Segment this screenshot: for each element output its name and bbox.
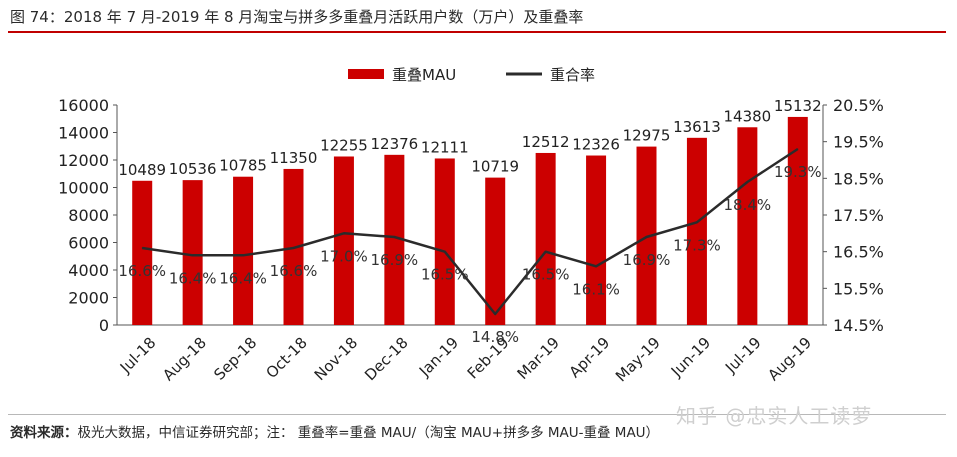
right-axis-tick-label: 14.5%	[833, 316, 884, 335]
bar-value-label: 15132	[774, 97, 822, 115]
legend: 重叠MAU 重合率	[348, 66, 595, 84]
left-axis-tick-label: 2000	[68, 289, 109, 308]
rate-value-label: 14.8%	[471, 328, 519, 346]
watermark: 知乎 @忠实人工读萝	[676, 404, 873, 428]
left-axis-tick-label: 12000	[58, 151, 109, 170]
bar	[384, 154, 405, 325]
rate-value-label: 16.6%	[270, 262, 318, 280]
rate-point	[797, 148, 799, 150]
bar	[686, 137, 707, 325]
bar	[333, 156, 354, 325]
rate-point	[444, 251, 446, 253]
bar-value-label: 13613	[673, 118, 721, 136]
x-axis-tick-label: Apr-19	[566, 334, 614, 382]
rate-point	[595, 265, 597, 267]
rate-point	[646, 236, 647, 238]
rate-value-label: 16.6%	[118, 262, 166, 280]
legend-bar-label: 重叠MAU	[392, 66, 456, 84]
left-axis-tick-label: 14000	[58, 124, 109, 143]
chart-title: 图 74：2018 年 7 月-2019 年 8 月淘宝与拼多多重叠月活跃用户数…	[10, 8, 584, 26]
source-text: 极光大数据，中信证券研究部；注： 重叠率=重叠 MAU/（淘宝 MAU+拼多多 …	[77, 425, 660, 441]
bar-value-label: 12111	[421, 138, 469, 156]
rate-value-label: 16.4%	[219, 269, 267, 287]
x-axis-tick-label: Sep-18	[210, 334, 260, 384]
rate-point	[696, 221, 698, 223]
rate-value-label: 16.1%	[572, 280, 620, 298]
rate-value-label: 19.3%	[774, 163, 822, 181]
left-axis-tick-label: 0	[99, 316, 109, 335]
right-axis-tick-label: 18.5%	[833, 169, 884, 188]
source-label: 资料来源：	[10, 425, 78, 441]
x-axis-tick-label: Oct-18	[262, 334, 310, 382]
left-axis-tick-label: 16000	[58, 96, 109, 115]
bar-value-label: 11350	[270, 149, 318, 167]
bar	[132, 180, 153, 325]
x-axis-tick-label: Jun-19	[667, 334, 714, 381]
rate-value-label: 16.9%	[623, 251, 671, 269]
bar-value-label: 12376	[370, 135, 418, 153]
rate-point	[545, 251, 547, 253]
rate-value-label: 17.3%	[673, 236, 721, 254]
x-axis-tick-label: Mar-19	[514, 334, 563, 383]
rate-value-label: 16.4%	[169, 269, 217, 287]
bar-value-label: 10489	[118, 161, 166, 179]
rate-point	[242, 254, 244, 256]
left-axis-tick-label: 4000	[68, 261, 109, 280]
rate-point	[494, 313, 496, 315]
rate-point	[746, 181, 748, 183]
x-axis-tick-label: Jul-18	[116, 334, 160, 378]
rate-point	[393, 236, 395, 238]
bar-value-label: 12975	[623, 127, 671, 145]
rate-value-label: 18.4%	[724, 196, 772, 214]
rate-point	[343, 232, 345, 234]
x-axis-tick-label: May-19	[612, 334, 664, 386]
source-note: 资料来源：极光大数据，中信证券研究部；注： 重叠率=重叠 MAU/（淘宝 MAU…	[10, 421, 659, 441]
rate-value-label: 16.9%	[371, 251, 419, 269]
bar	[434, 158, 455, 325]
x-axis-tick-label: Nov-18	[311, 334, 361, 384]
chart: 重叠MAU 重合率 0 2000 4000 6000 8000 10000 12000 140…	[58, 66, 884, 386]
bar	[737, 127, 758, 326]
left-axis-tick-label: 10000	[58, 179, 109, 198]
left-axis-tick-label: 8000	[68, 206, 109, 225]
x-axis-tick-label: Jul-19	[721, 334, 765, 378]
bar	[535, 152, 556, 325]
x-axis-tick-label: Dec-18	[361, 334, 412, 385]
bar	[182, 180, 203, 325]
bar-value-label: 14380	[723, 107, 771, 125]
rate-value-label: 16.5%	[522, 266, 570, 284]
rate-value-label: 16.5%	[421, 266, 469, 284]
legend-line-label: 重合率	[550, 66, 595, 84]
left-axis-tick-label: 6000	[68, 234, 109, 253]
right-axis-tick-label: 17.5%	[833, 206, 884, 225]
footer-divider	[8, 414, 946, 415]
x-axis-tick-label: Aug-19	[764, 334, 815, 385]
title-divider	[8, 31, 946, 33]
bar-value-label: 12255	[320, 136, 368, 154]
bar-value-label: 12512	[522, 133, 570, 151]
bar-value-label: 10536	[169, 160, 217, 178]
right-axis-tick-label: 16.5%	[833, 243, 884, 262]
bar	[586, 155, 607, 325]
bar-value-label: 12326	[572, 136, 620, 154]
legend-bar-swatch	[348, 69, 384, 79]
right-axis-tick-label: 20.5%	[833, 96, 884, 115]
rate-point	[192, 254, 194, 256]
right-axis-tick-label: 15.5%	[833, 279, 884, 298]
bar	[485, 177, 506, 325]
bar	[233, 176, 254, 325]
bar	[787, 116, 808, 325]
x-axis-tick-label: Jan-19	[415, 334, 462, 381]
x-axis-tick-label: Aug-18	[159, 334, 210, 385]
bar-value-label: 10719	[471, 158, 519, 176]
rate-line	[142, 147, 799, 316]
rate-value-label: 17.0%	[320, 247, 368, 265]
rate-point	[293, 247, 294, 249]
rate-point	[141, 247, 143, 249]
right-axis-tick-label: 19.5%	[833, 133, 884, 152]
bar-value-label: 10785	[219, 157, 267, 175]
